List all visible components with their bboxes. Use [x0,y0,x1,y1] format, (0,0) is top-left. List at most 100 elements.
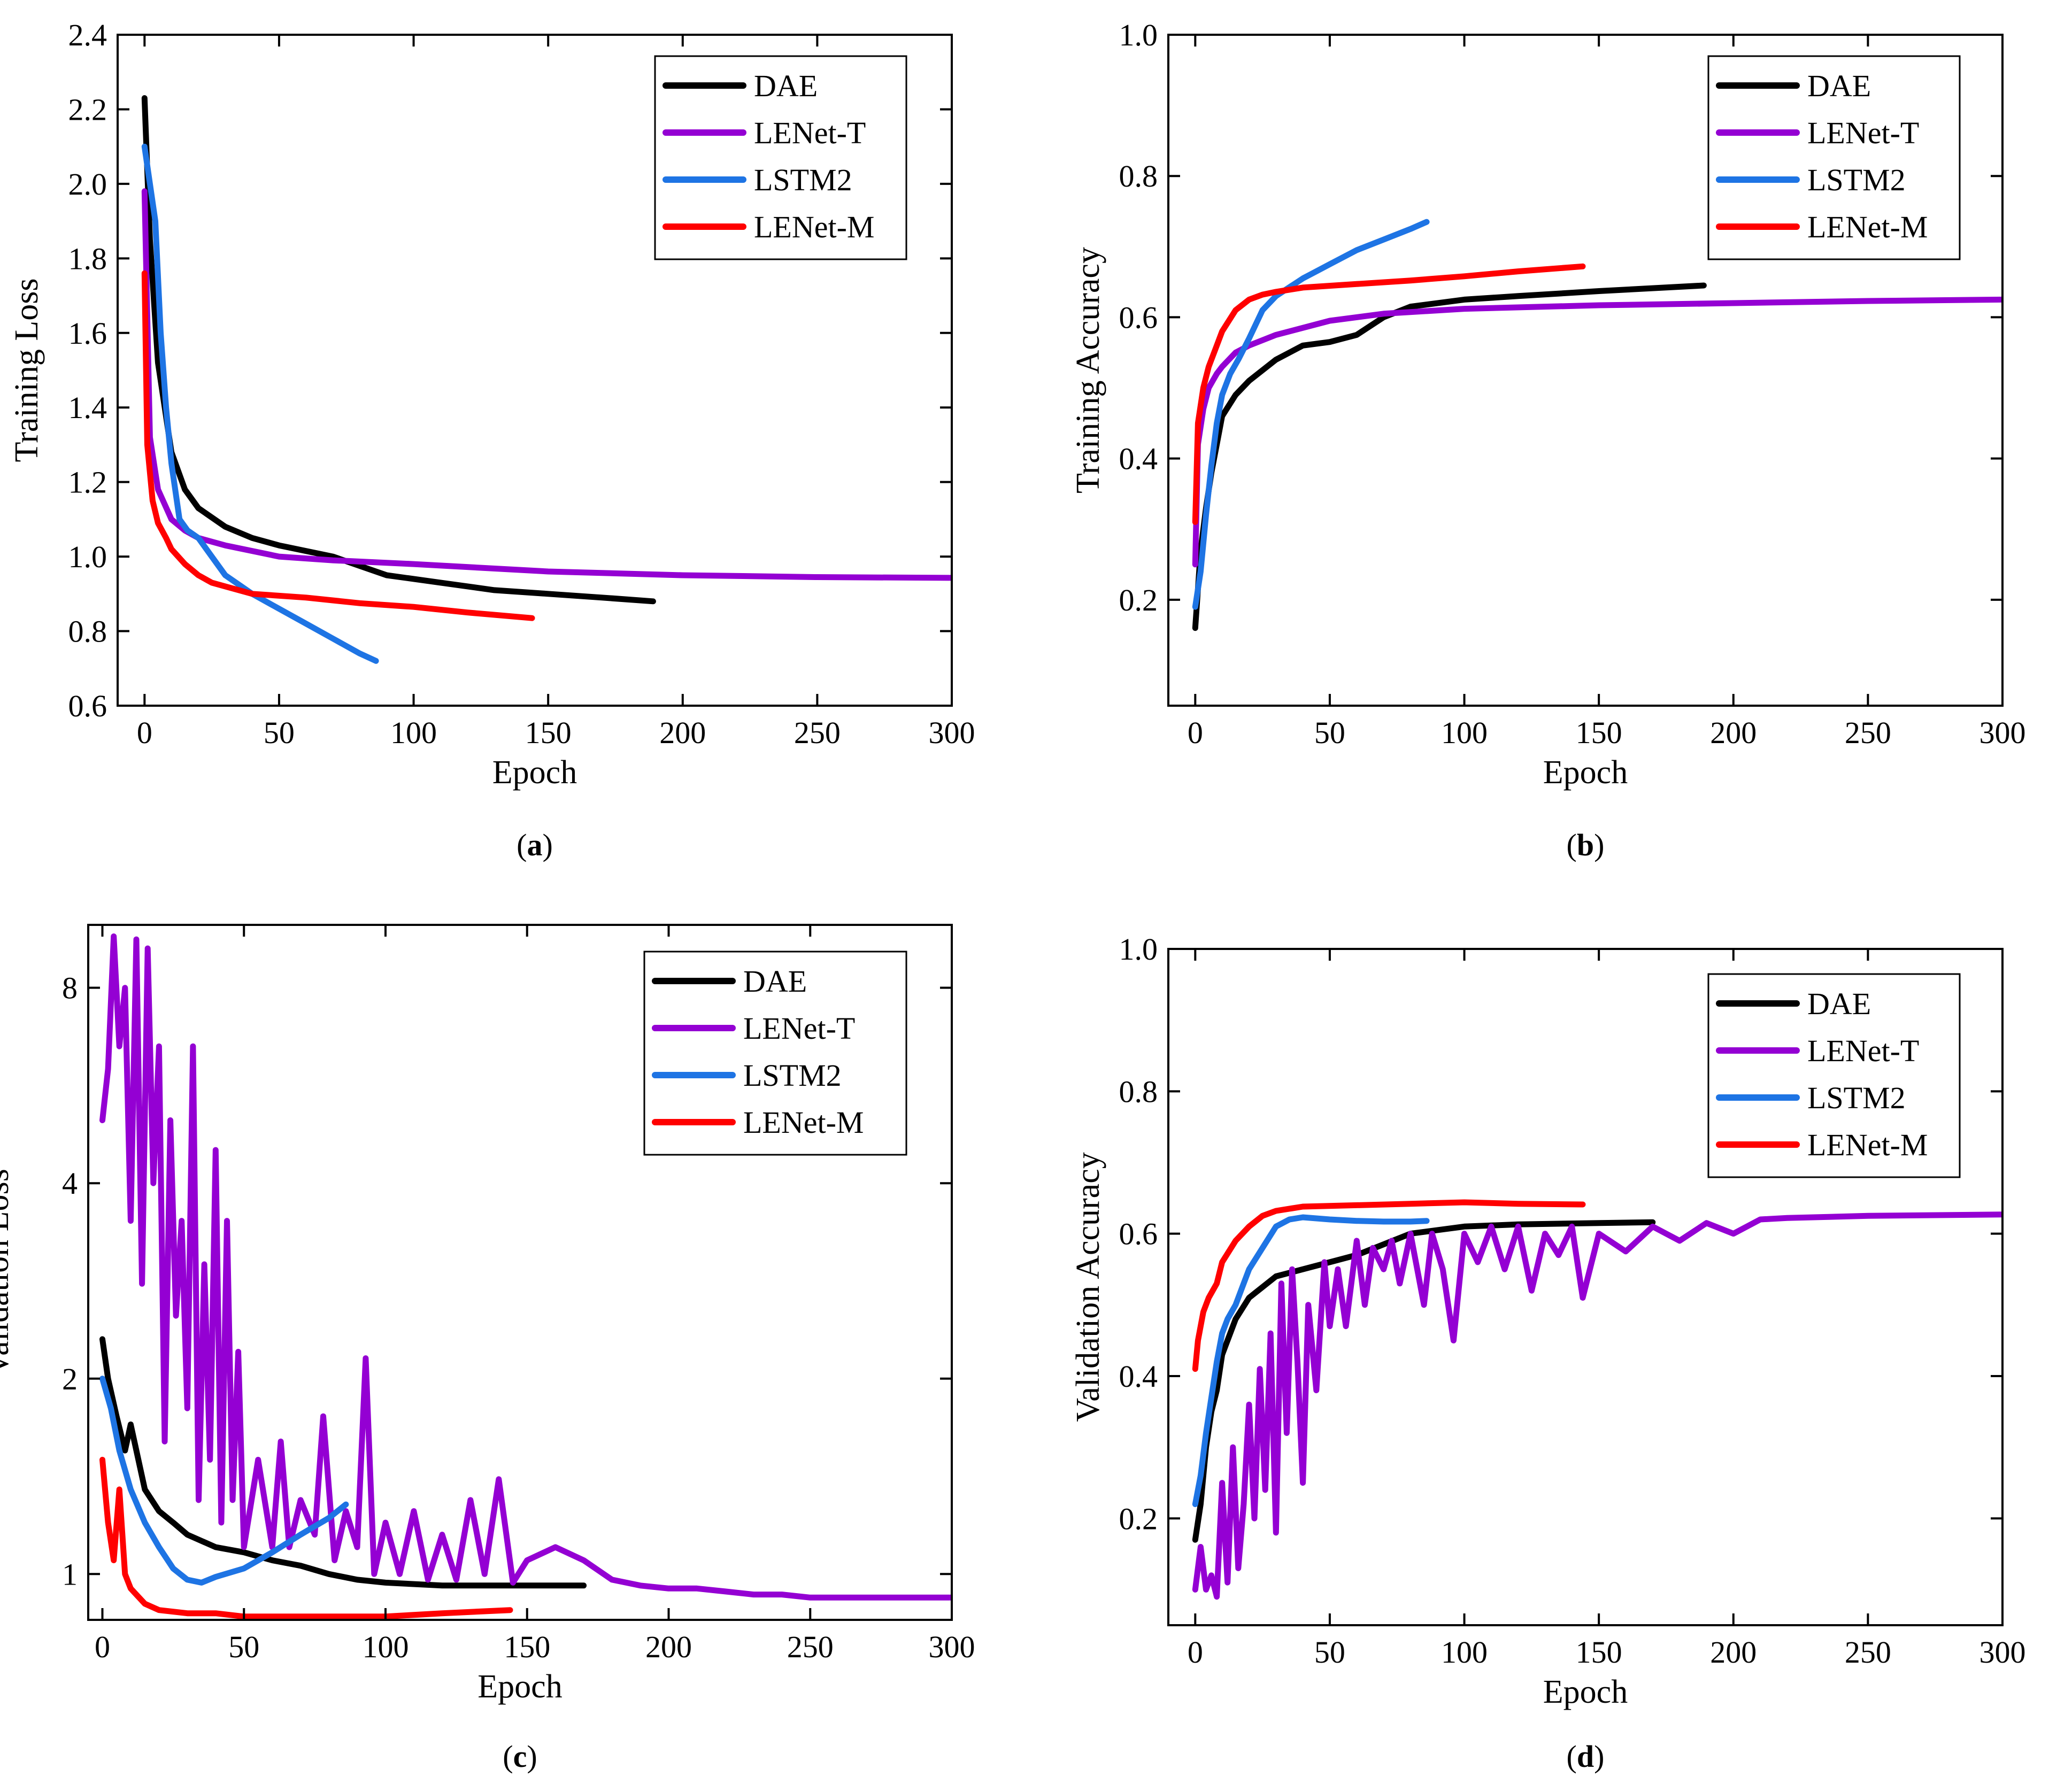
x-tick-label: 250 [1845,1635,1891,1670]
y-tick-label: 0.2 [1119,1501,1158,1536]
y-tick-label: 1.0 [68,539,107,574]
series-line-lenet-t [1192,1211,2002,1600]
series-group [99,933,952,1620]
x-tick-label: 50 [1314,715,1345,750]
x-tick-label: 0 [1188,715,1203,750]
series-line-lenet-m [1192,263,1586,525]
x-tick-label: 0 [137,715,152,750]
legend-label-lstm2: LSTM2 [754,163,852,197]
legend-label-lenet-t: LENet-T [1807,1033,1919,1068]
legend-label-lenet-m: LENet-M [743,1105,864,1140]
y-tick-label: 0.8 [1119,159,1158,194]
y-tick-label: 1 [62,1557,78,1592]
x-tick-label: 0 [95,1629,110,1664]
y-tick-label: 0.2 [1119,583,1158,617]
y-tick-label: 1.0 [1119,18,1158,52]
x-tick-label: 50 [264,715,295,750]
x-tick-label: 200 [645,1629,692,1664]
plot-frame [117,34,953,707]
x-tick-label: 150 [504,1629,550,1664]
x-axis-title: Epoch [492,754,577,791]
legend: DAE LENet-T LSTM2 LENet-M [643,951,907,1156]
x-tick-label: 200 [1710,1635,1757,1670]
series-line-lstm2 [1192,219,1430,610]
x-axis-title: Epoch [1543,1674,1628,1710]
x-tick-label: 250 [787,1629,834,1664]
legend: DAE LENet-T LSTM2 LENet-M [1707,973,1961,1178]
y-tick-label: 0.6 [1119,300,1158,335]
x-axis-title: Epoch [1543,754,1628,791]
legend-label-lenet-t: LENet-T [1807,115,1919,150]
x-tick-label: 250 [794,715,841,750]
x-tick-label: 100 [1441,1635,1488,1670]
series-line-dae [141,95,656,605]
series-line-lstm2 [141,143,379,664]
x-tick-label: 300 [1979,715,2026,750]
series-line-lenet-m [141,270,535,621]
legend-label-lenet-m: LENet-M [754,210,875,244]
plot-frame [87,924,953,1621]
x-tick-label: 50 [228,1629,259,1664]
y-tick-label: 1.8 [68,241,107,276]
legend-label-lstm2: LSTM2 [743,1058,842,1093]
x-tick-label: 300 [929,715,975,750]
x-tick-label: 0 [1188,1635,1203,1670]
series-line-lenet-t [99,933,952,1601]
panel-caption: (c) [503,1739,537,1774]
x-tick-label: 300 [929,1629,975,1664]
series-group [141,95,952,664]
x-tick-label: 200 [659,715,706,750]
y-tick-label: 0.6 [68,689,107,723]
y-tick-label: 1.4 [68,390,107,425]
series-group [1192,219,2002,631]
x-tick-label: 300 [1979,1635,2026,1670]
x-tick-label: 100 [390,715,437,750]
panel-d: 0 50 100 150 200 250 300 0.2 0.4 0.6 0.8 1.0 Epoch Va… [1070,932,2026,1774]
y-axis-title: Validation Accuracy [1070,1152,1106,1422]
x-tick-label: 200 [1710,715,1757,750]
x-tick-label: 150 [525,715,572,750]
legend-label-lenet-m: LENet-M [1807,210,1928,244]
legend-label-lenet-m: LENet-M [1807,1127,1928,1162]
y-tick-label: 0.6 [1119,1217,1158,1252]
panel-caption: (a) [517,828,553,862]
series-line-lenet-m [99,1457,513,1620]
x-tick-label: 150 [1576,1635,1622,1670]
plot-frame [1167,948,2004,1626]
series-group [1192,1199,2002,1600]
panel-b: 0 50 100 150 200 250 300 0.2 0.4 0.6 0.8 1.0 Epoch Tr… [1070,18,2026,862]
y-tick-label: 0.4 [1119,442,1158,476]
y-axis-title: Training Loss [9,279,45,462]
plot-frame [1167,34,2004,707]
x-tick-label: 250 [1845,715,1891,750]
panel-caption: (d) [1567,1739,1605,1774]
x-tick-label: 50 [1314,1635,1345,1670]
x-tick-label: 100 [362,1629,409,1664]
x-tick-label: 150 [1576,715,1622,750]
series-line-lstm2 [1192,1214,1430,1508]
series-line-lenet-m [1192,1199,1586,1372]
legend-label-lstm2: LSTM2 [1807,1080,1906,1115]
y-tick-label: 8 [62,971,78,1006]
y-axis-title: Training Accuracy [1070,247,1106,493]
y-tick-label: 1.6 [68,316,107,351]
series-line-dae [99,1336,587,1589]
y-tick-label: 1.2 [68,465,107,500]
y-tick-label: 2.0 [68,167,107,202]
series-line-lstm2 [99,1376,349,1586]
y-tick-label: 0.4 [1119,1359,1158,1394]
legend-label-dae: DAE [743,964,807,999]
legend: DAE LENet-T LSTM2 LENet-M [654,55,907,260]
y-tick-label: 2 [62,1362,78,1396]
panel-caption: (b) [1567,828,1605,862]
y-tick-label: 1.0 [1119,932,1158,967]
y-tick-label: 4 [62,1166,78,1201]
y-tick-label: 2.2 [68,92,107,127]
legend-label-dae: DAE [1807,986,1871,1021]
legend: DAE LENet-T LSTM2 LENet-M [1707,55,1961,260]
legend-label-lstm2: LSTM2 [1807,163,1906,197]
y-axis-title: Validation Loss [0,1169,16,1376]
legend-label-lenet-t: LENet-T [754,115,866,150]
legend-label-dae: DAE [754,68,818,103]
